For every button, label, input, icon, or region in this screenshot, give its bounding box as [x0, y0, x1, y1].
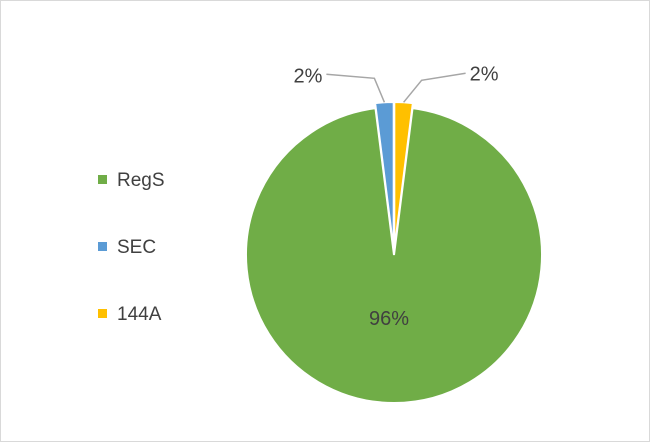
legend-label-regs: RegS	[117, 170, 165, 191]
leader-line-sec	[326, 73, 386, 103]
data-label-sec: 2%	[293, 65, 322, 87]
legend-swatch-regs	[98, 175, 107, 184]
legend-label-sec: SEC	[117, 237, 156, 258]
pie-slice-regs	[245, 107, 543, 404]
data-label-regs: 96%	[369, 308, 409, 330]
legend-label-144a: 144A	[117, 304, 162, 325]
leader-line-144a	[403, 72, 466, 103]
pie-slice-sec	[374, 101, 395, 251]
data-label-144a: 2%	[470, 63, 499, 85]
data-labels: 2% 96% 2%	[293, 63, 498, 330]
legend-swatch-sec	[98, 242, 107, 251]
legend-swatch-144a	[98, 309, 107, 318]
leader-lines	[326, 72, 466, 103]
pie-slices	[245, 101, 543, 404]
legend: RegS SEC 144A	[98, 170, 165, 325]
